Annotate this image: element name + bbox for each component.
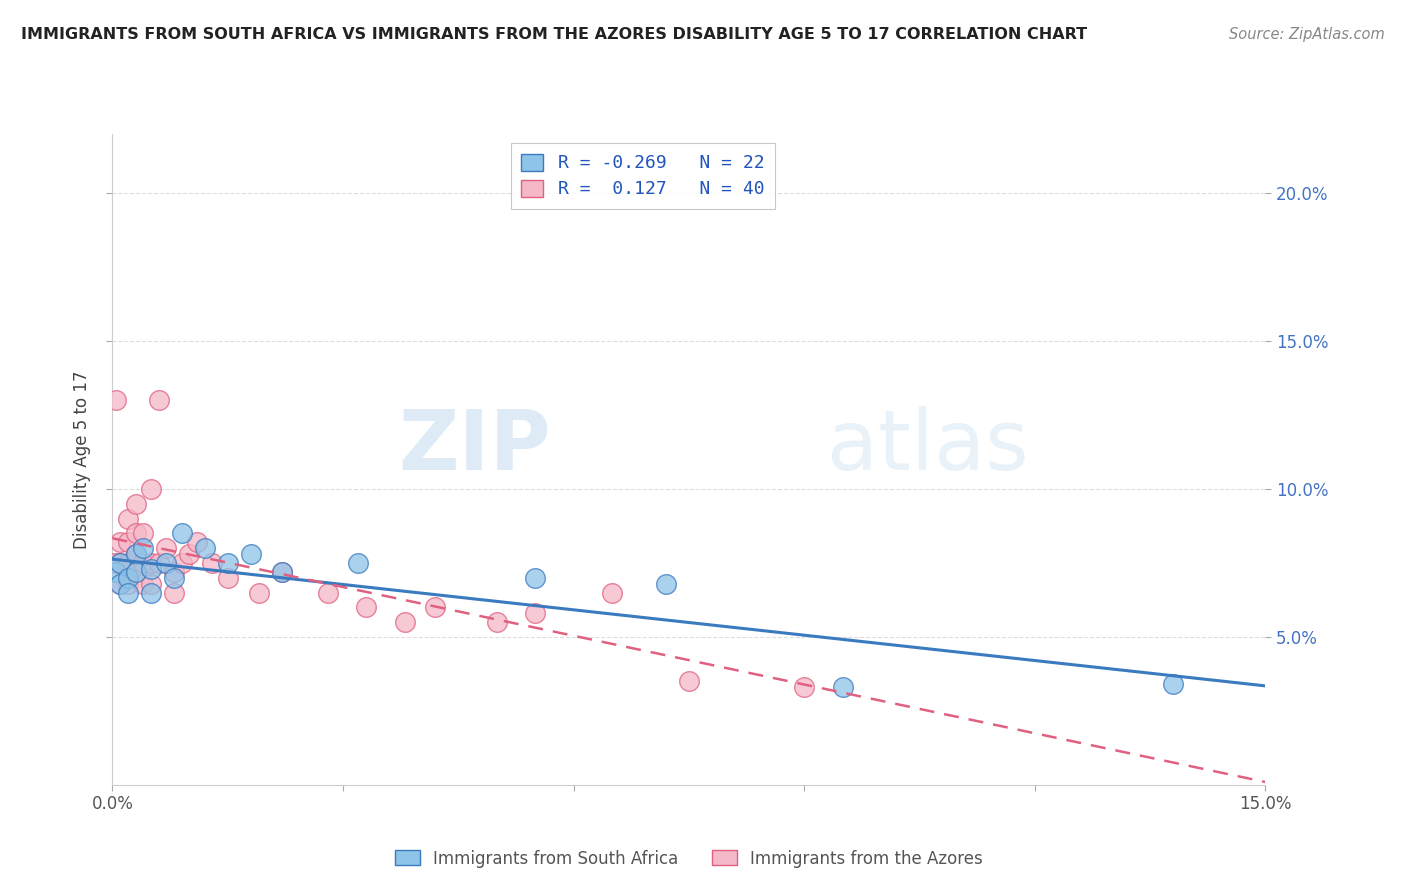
Point [316, 585, 339, 599]
Point [394, 615, 416, 630]
Point [139, 576, 162, 591]
Point [124, 565, 146, 579]
Point [201, 556, 224, 570]
Point [425, 600, 447, 615]
Point [132, 541, 155, 556]
Point [217, 556, 239, 570]
Point [132, 526, 155, 541]
Point [239, 547, 262, 561]
Text: IMMIGRANTS FROM SOUTH AFRICA VS IMMIGRANTS FROM THE AZORES DISABILITY AGE 5 TO 1: IMMIGRANTS FROM SOUTH AFRICA VS IMMIGRAN… [21, 27, 1087, 42]
Point [148, 556, 170, 570]
Point [170, 526, 193, 541]
Point [163, 585, 186, 599]
Legend: Immigrants from South Africa, Immigrants from the Azores: Immigrants from South Africa, Immigrants… [388, 843, 990, 874]
Text: ZIP: ZIP [398, 406, 551, 487]
Point [108, 535, 131, 549]
Point [186, 535, 208, 549]
Point [139, 482, 162, 496]
Point [139, 585, 162, 599]
Point [132, 556, 155, 570]
Point [108, 576, 131, 591]
Point [217, 571, 239, 585]
Text: atlas: atlas [827, 406, 1029, 487]
Point [155, 556, 177, 570]
Point [108, 556, 131, 570]
Point [179, 547, 201, 561]
Point [117, 511, 139, 525]
Point [831, 680, 853, 694]
Point [124, 547, 146, 561]
Point [105, 393, 128, 408]
Point [270, 565, 292, 579]
Point [170, 556, 193, 570]
Point [155, 541, 177, 556]
Point [124, 497, 146, 511]
Point [117, 571, 139, 585]
Point [117, 576, 139, 591]
Point [108, 556, 131, 570]
Point [247, 585, 270, 599]
Text: Source: ZipAtlas.com: Source: ZipAtlas.com [1229, 27, 1385, 42]
Point [194, 541, 217, 556]
Point [524, 607, 547, 621]
Point [678, 674, 700, 689]
Point [117, 535, 139, 549]
Point [105, 565, 128, 579]
Point [117, 585, 139, 599]
Point [347, 556, 370, 570]
Point [124, 547, 146, 561]
Point [148, 393, 170, 408]
Point [163, 565, 186, 579]
Point [1161, 677, 1184, 691]
Point [600, 585, 623, 599]
Point [124, 526, 146, 541]
Point [117, 556, 139, 570]
Point [163, 571, 186, 585]
Point [270, 565, 292, 579]
Point [139, 562, 162, 576]
Y-axis label: Disability Age 5 to 17: Disability Age 5 to 17 [73, 370, 91, 549]
Point [354, 600, 377, 615]
Point [139, 556, 162, 570]
Point [104, 556, 127, 570]
Point [132, 576, 155, 591]
Point [485, 615, 508, 630]
Point [524, 571, 547, 585]
Point [793, 680, 815, 694]
Point [655, 576, 678, 591]
Point [124, 565, 146, 579]
Point [108, 576, 131, 591]
